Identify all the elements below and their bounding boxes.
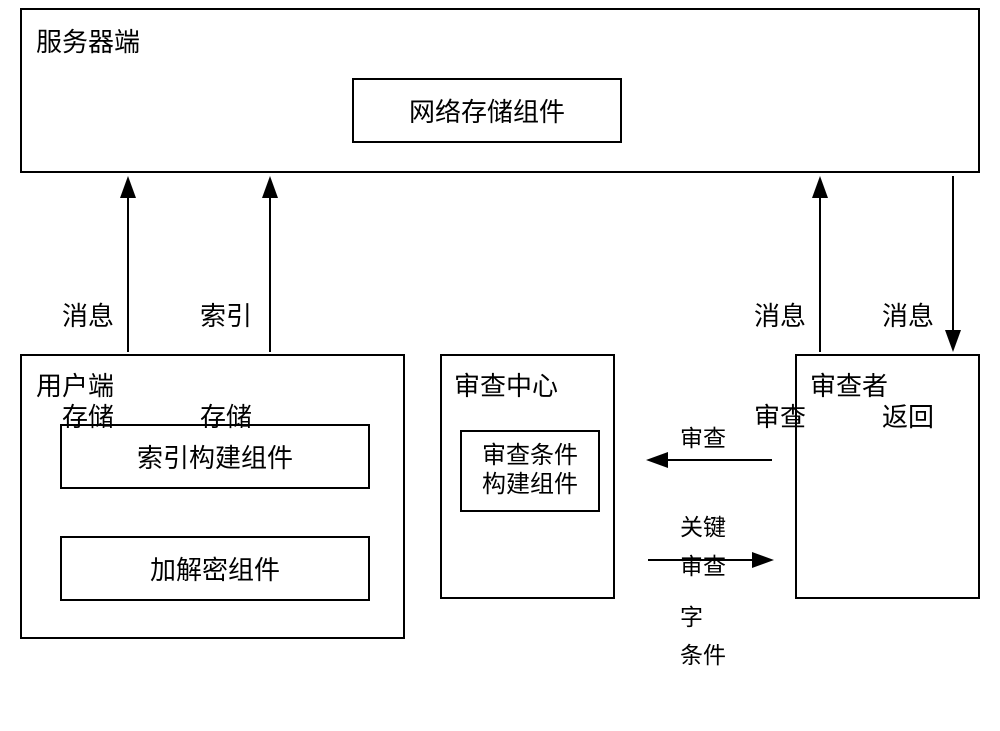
- diagram-canvas: 服务器端 网络存储组件 用户端 索引构建组件 加解密组件 审查中心 审查条件 构…: [0, 0, 1000, 652]
- arrowhead-idx-store: [262, 176, 278, 198]
- arrowhead-review-condition: [752, 552, 774, 568]
- arrowhead-msg-review: [812, 176, 828, 198]
- label-msg-review: 消息 审查: [754, 232, 806, 502]
- arrowhead-msg-return: [945, 330, 961, 352]
- label-msg-return-2: 返回: [882, 401, 934, 435]
- label-msg-store-1: 消息: [62, 300, 114, 334]
- arrows-layer: [0, 0, 1000, 652]
- label-msg-review-1: 消息: [754, 300, 806, 334]
- label-review-keyword-1: 审查: [680, 424, 726, 454]
- label-msg-store-2: 存储: [62, 401, 114, 435]
- label-idx-store-1: 索引: [200, 300, 252, 334]
- label-msg-review-2: 审查: [754, 401, 806, 435]
- arrowhead-msg-store: [120, 176, 136, 198]
- label-review-condition: 审查 条件: [680, 492, 726, 731]
- label-msg-return: 消息 返回: [882, 232, 934, 502]
- label-msg-return-1: 消息: [882, 300, 934, 334]
- label-review-condition-2: 条件: [680, 641, 726, 671]
- label-idx-store-2: 存储: [200, 401, 252, 435]
- label-idx-store: 索引 存储: [200, 232, 252, 502]
- label-review-condition-1: 审查: [680, 552, 726, 582]
- label-msg-store: 消息 存储: [62, 232, 114, 502]
- arrowhead-review-keyword: [646, 452, 668, 468]
